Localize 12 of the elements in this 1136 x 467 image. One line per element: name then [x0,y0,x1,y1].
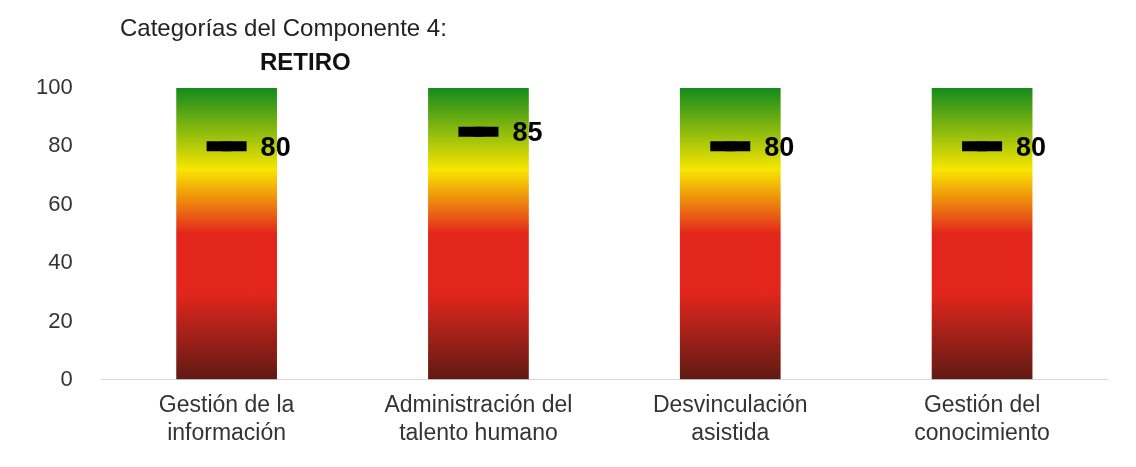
x-tick-label: Administración del talento humano [384,390,573,445]
y-tick-label: 20 [48,307,73,333]
chart-title: Categorías del Componente 4: [120,14,447,42]
chart-subtitle: RETIRO [260,48,351,76]
x-tick-label: Gestión de la información [158,390,295,445]
x-tick-label: Gestión del conocimiento [914,390,1050,445]
y-tick-label: 80 [48,132,73,158]
y-tick-label: 40 [48,249,73,275]
y-tick-label: 60 [48,190,73,216]
y-tick-label: 100 [35,74,73,100]
y-tick-label: 0 [60,365,73,391]
x-tick-label: Desvinculación asistida [652,390,808,445]
